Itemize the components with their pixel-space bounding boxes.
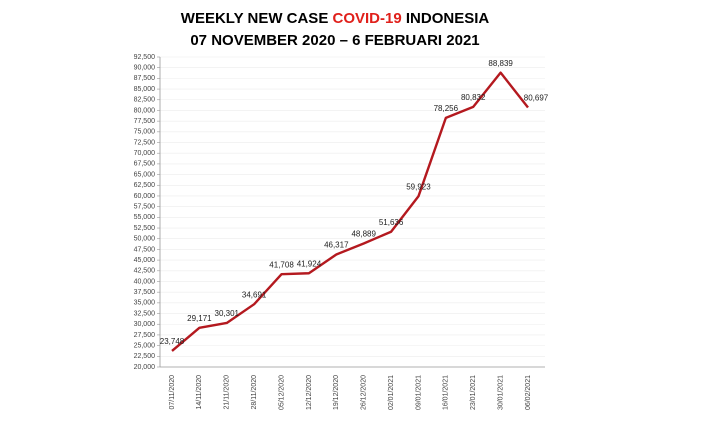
data-label: 88,839 — [488, 59, 513, 68]
x-tick-label: 06/02/2021 — [525, 375, 532, 410]
x-tick-label: 09/01/2021 — [415, 375, 422, 410]
x-tick-label: 19/12/2020 — [333, 375, 340, 410]
x-tick-label: 07/11/2020 — [169, 375, 176, 410]
x-tick-label: 02/01/2021 — [388, 375, 395, 410]
x-tick-label: 28/11/2020 — [251, 375, 258, 410]
y-tick-label: 45,000 — [134, 257, 156, 264]
data-label: 80,832 — [461, 93, 486, 102]
data-label: 78,256 — [434, 104, 459, 113]
chart-subtitle: 07 NOVEMBER 2020 – 6 FEBRUARI 2021 — [190, 32, 479, 49]
y-tick-label: 67,500 — [134, 161, 156, 168]
data-label: 29,171 — [187, 314, 212, 323]
y-tick-label: 57,500 — [134, 203, 156, 210]
y-tick-label: 62,500 — [134, 182, 156, 189]
y-tick-label: 32,500 — [134, 310, 156, 317]
y-tick-label: 30,000 — [134, 321, 156, 328]
x-tick-label: 30/01/2021 — [497, 375, 504, 410]
data-label: 41,708 — [269, 260, 294, 269]
x-tick-label: 26/12/2020 — [361, 375, 368, 410]
y-tick-label: 37,500 — [134, 289, 156, 296]
chart-title: WEEKLY NEW CASE COVID-19 INDONESIA — [181, 10, 490, 27]
y-tick-label: 87,500 — [134, 75, 156, 82]
y-tick-label: 65,000 — [134, 171, 156, 178]
y-tick-label: 22,500 — [134, 353, 156, 360]
x-tick-label: 21/11/2020 — [224, 375, 231, 410]
data-label: 59,923 — [406, 182, 431, 191]
y-tick-label: 90,000 — [134, 65, 156, 72]
data-label: 51,636 — [379, 218, 404, 227]
x-tick-label: 23/01/2021 — [470, 375, 477, 410]
y-tick-label: 75,000 — [134, 129, 156, 136]
y-tick-label: 77,500 — [134, 118, 156, 125]
y-tick-label: 85,000 — [134, 86, 156, 93]
y-tick-label: 25,000 — [134, 342, 156, 349]
y-tick-label: 82,500 — [134, 97, 156, 104]
y-tick-label: 42,500 — [134, 268, 156, 275]
data-label: 34,691 — [242, 290, 267, 299]
y-tick-label: 80,000 — [134, 107, 156, 114]
y-tick-label: 35,000 — [134, 300, 156, 307]
x-tick-label: 12/12/2020 — [306, 375, 313, 410]
title-part: INDONESIA — [402, 10, 490, 27]
y-tick-label: 27,500 — [134, 332, 156, 339]
x-tick-label: 16/01/2021 — [443, 375, 450, 410]
y-tick-label: 50,000 — [134, 236, 156, 243]
x-tick-label: 14/11/2020 — [196, 375, 203, 410]
title-part: COVID-19 — [333, 10, 402, 27]
data-label: 46,317 — [324, 241, 349, 250]
y-tick-label: 52,500 — [134, 225, 156, 232]
y-tick-label: 47,500 — [134, 246, 156, 253]
line — [171, 71, 529, 352]
y-tick-label: 70,000 — [134, 150, 156, 157]
y-tick-label: 60,000 — [134, 193, 156, 200]
data-label: 80,697 — [524, 94, 549, 103]
data-label: 48,889 — [351, 230, 376, 239]
y-tick-label: 72,500 — [134, 139, 156, 146]
data-label: 23,748 — [160, 337, 185, 346]
data-label: 30,301 — [215, 309, 240, 318]
y-tick-label: 40,000 — [134, 278, 156, 285]
title-part: WEEKLY NEW CASE — [181, 10, 333, 27]
x-tick-label: 05/12/2020 — [278, 375, 285, 410]
y-tick-label: 92,500 — [134, 54, 156, 61]
data-label: 41,924 — [297, 259, 322, 268]
y-tick-label: 20,000 — [134, 364, 156, 371]
y-tick-label: 55,000 — [134, 214, 156, 221]
